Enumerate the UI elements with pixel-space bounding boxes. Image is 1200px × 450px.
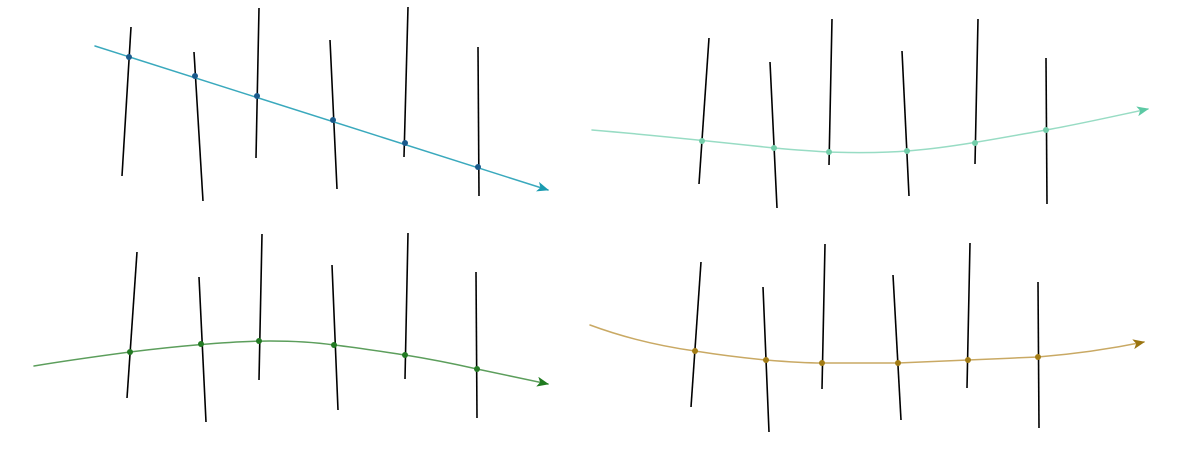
panel-bottom-right	[589, 242, 1145, 433]
curve	[591, 106, 1149, 154]
point	[972, 140, 978, 146]
rib	[331, 264, 339, 411]
rib	[828, 18, 833, 166]
rib	[690, 261, 702, 408]
rib	[892, 274, 902, 421]
rib	[477, 46, 480, 197]
point	[475, 164, 481, 170]
points	[126, 54, 481, 170]
point	[1043, 127, 1049, 133]
point	[699, 138, 705, 144]
point	[895, 360, 901, 366]
point	[692, 348, 698, 354]
point	[331, 342, 337, 348]
curve	[589, 324, 1145, 364]
point	[904, 148, 910, 154]
rib	[329, 39, 338, 190]
point	[1035, 354, 1041, 360]
point	[330, 117, 336, 123]
point	[126, 54, 132, 60]
rib	[974, 18, 979, 165]
rib	[475, 271, 478, 419]
point	[771, 145, 777, 151]
point	[402, 140, 408, 146]
rib	[403, 6, 409, 158]
point	[819, 360, 825, 366]
points	[692, 348, 1041, 366]
points	[699, 127, 1049, 155]
curve	[94, 45, 549, 192]
point	[192, 73, 198, 79]
panel-top-left	[94, 6, 549, 202]
point	[474, 366, 480, 372]
point	[256, 338, 262, 344]
rib	[698, 37, 710, 185]
rib	[255, 7, 260, 159]
panel-bottom-left	[33, 232, 549, 423]
point	[826, 149, 832, 155]
point	[127, 349, 133, 355]
panel-top-right	[591, 18, 1149, 209]
rib	[966, 242, 971, 389]
rib	[901, 50, 910, 197]
point	[402, 352, 408, 358]
rib	[198, 276, 207, 423]
point	[254, 93, 260, 99]
rib	[821, 243, 826, 390]
curve	[33, 340, 549, 387]
rib	[769, 61, 778, 209]
point	[763, 357, 769, 363]
rib	[126, 251, 138, 399]
point	[965, 357, 971, 363]
rib	[121, 26, 132, 177]
points	[127, 338, 480, 372]
point	[198, 341, 204, 347]
rib	[258, 233, 263, 381]
